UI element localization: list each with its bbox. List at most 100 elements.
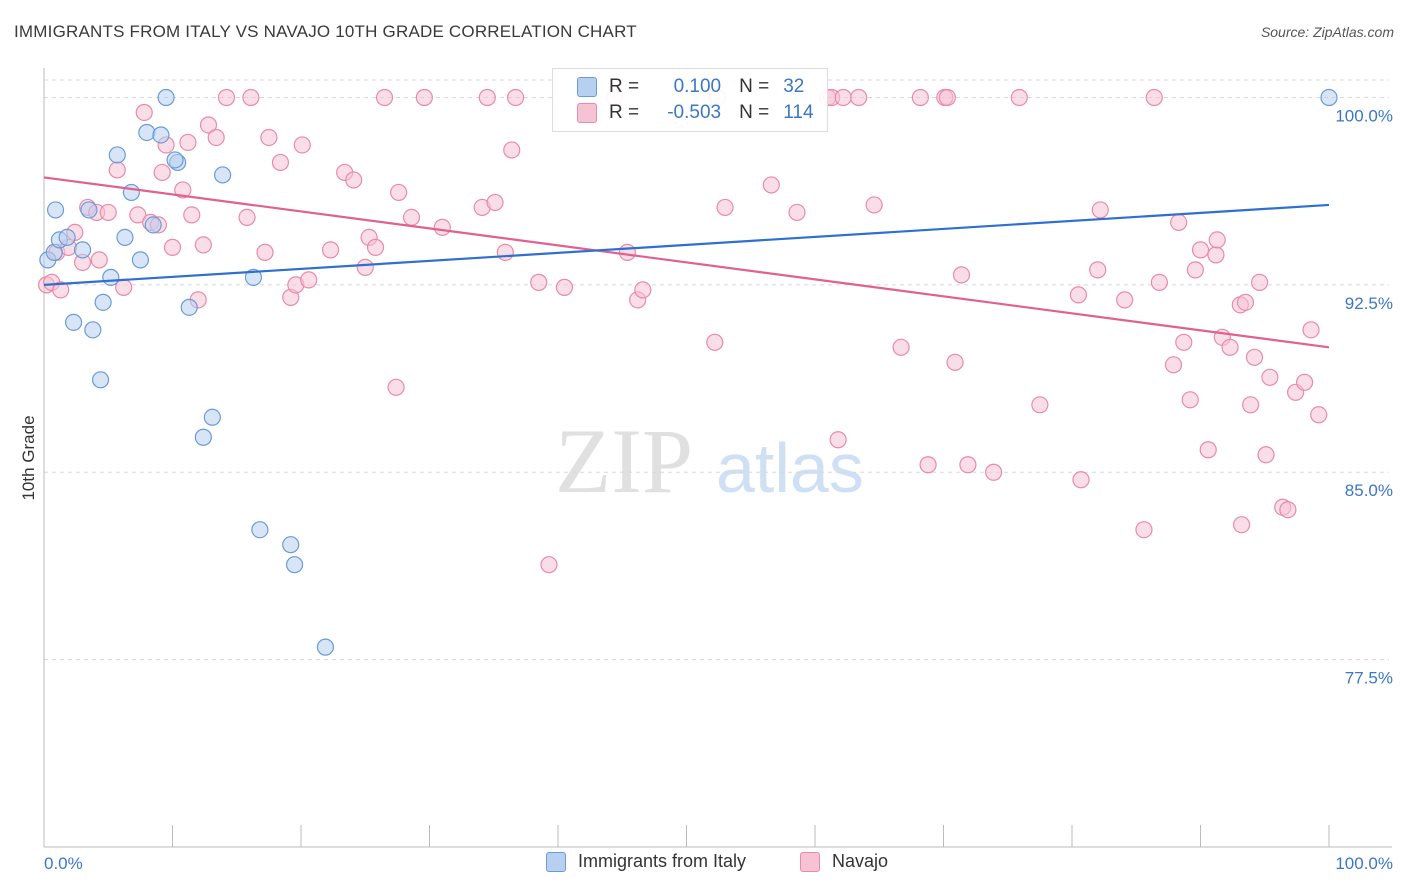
source-label: Source: ZipAtlas.com	[1260, 24, 1394, 40]
correlation-legend: R = 0.100 N = 32 R = -0.503 N = 114	[552, 68, 828, 132]
y-tick-label: 85.0%	[1345, 481, 1393, 500]
navajo-swatch	[800, 851, 820, 872]
navajo-point	[415, 88, 433, 107]
navajo-point	[919, 456, 937, 474]
navajo-swatch	[577, 103, 597, 123]
italy-point	[152, 126, 170, 144]
italy-point	[94, 293, 112, 311]
navajo-point	[1221, 338, 1239, 356]
navajo-point	[1310, 406, 1328, 424]
r-value: -0.503	[667, 102, 722, 123]
navajo-point	[90, 251, 108, 269]
navajo-point	[1031, 396, 1049, 414]
italy-point	[166, 151, 184, 169]
navajo-point	[174, 181, 192, 199]
navajo-point	[478, 88, 496, 107]
navajo-point	[217, 88, 236, 107]
navajo-point	[129, 206, 147, 224]
navajo-point	[892, 338, 910, 356]
legend-item-italy: Immigrants from Italy	[546, 851, 746, 872]
navajo-point	[946, 353, 964, 371]
navajo-point	[952, 266, 971, 284]
n-value: 114	[783, 102, 814, 123]
navajo-point	[260, 128, 278, 147]
navajo-point	[788, 203, 806, 222]
navajo-point	[1069, 286, 1088, 304]
navajo-point	[1116, 291, 1134, 309]
navajo-point	[321, 241, 340, 259]
legend-item-navajo: Navajo	[800, 851, 888, 872]
italy-point	[138, 123, 156, 142]
navajo-point	[486, 193, 504, 212]
italy-point	[316, 638, 335, 656]
navajo-point	[345, 171, 363, 189]
navajo-point	[985, 463, 1003, 481]
navajo-point	[716, 198, 734, 217]
navajo-point	[300, 271, 318, 289]
r-value: 0.100	[673, 76, 722, 97]
navajo-point	[1207, 246, 1225, 264]
navajo-point	[271, 153, 290, 172]
navajo-point	[850, 88, 868, 107]
legend-row-navajo: R = -0.503 N = 114	[577, 101, 814, 125]
navajo-point	[911, 88, 929, 107]
italy-point	[73, 241, 92, 259]
navajo-point	[1257, 446, 1275, 464]
navajo-point	[1251, 273, 1269, 291]
navajo-trend-line	[43, 176, 1330, 349]
navajo-point	[1279, 501, 1297, 519]
navajo-point	[163, 238, 182, 256]
legend-label-italy: Immigrants from Italy	[578, 851, 747, 871]
italy-point	[91, 371, 110, 389]
navajo-point	[238, 208, 256, 227]
navajo-point	[1091, 201, 1109, 219]
italy-point	[214, 166, 232, 184]
italy-swatch	[546, 851, 566, 872]
legend-label-navajo: Navajo	[832, 851, 889, 871]
navajo-point	[1186, 261, 1204, 279]
italy-point	[84, 321, 102, 339]
navajo-point	[1135, 521, 1153, 539]
navajo-point	[1170, 213, 1188, 232]
navajo-point	[1145, 88, 1163, 107]
navajo-point	[242, 88, 260, 107]
navajo-point	[1242, 396, 1260, 414]
n-value: 32	[783, 76, 805, 97]
navajo-point	[366, 238, 385, 256]
navajo-point	[540, 556, 558, 574]
navajo-point	[1089, 261, 1107, 279]
navajo-point	[52, 281, 70, 299]
italy-point	[108, 146, 126, 164]
navajo-point	[1181, 391, 1199, 409]
navajo-point	[503, 141, 521, 159]
n-label: N =	[739, 76, 770, 97]
navajo-point	[194, 236, 212, 254]
navajo-point	[390, 183, 408, 202]
navajo-point	[1164, 356, 1183, 374]
r-label: R =	[609, 76, 640, 97]
navajo-point	[1191, 241, 1210, 259]
navajo-point	[834, 88, 852, 107]
italy-point	[122, 183, 140, 202]
chart-title: IMMIGRANTS FROM ITALY VS NAVAJO 10TH GRA…	[14, 22, 637, 41]
navajo-point	[634, 281, 652, 299]
italy-point	[244, 268, 263, 286]
navajo-point	[959, 456, 977, 474]
italy-point	[46, 201, 65, 219]
navajo-point	[256, 243, 274, 261]
navajo-point	[1199, 441, 1217, 459]
italy-point	[131, 251, 149, 269]
italy-point	[116, 228, 134, 246]
navajo-point	[135, 103, 153, 122]
navajo-point	[865, 196, 883, 214]
italy-point	[58, 228, 76, 246]
navajo-point	[706, 333, 724, 351]
navajo-point	[356, 258, 374, 276]
navajo-point	[433, 218, 451, 237]
y-tick-label: 77.5%	[1345, 669, 1393, 688]
italy-point	[194, 428, 212, 446]
navajo-point	[183, 206, 201, 224]
italy-swatch	[577, 77, 597, 97]
italy-point	[64, 313, 83, 331]
